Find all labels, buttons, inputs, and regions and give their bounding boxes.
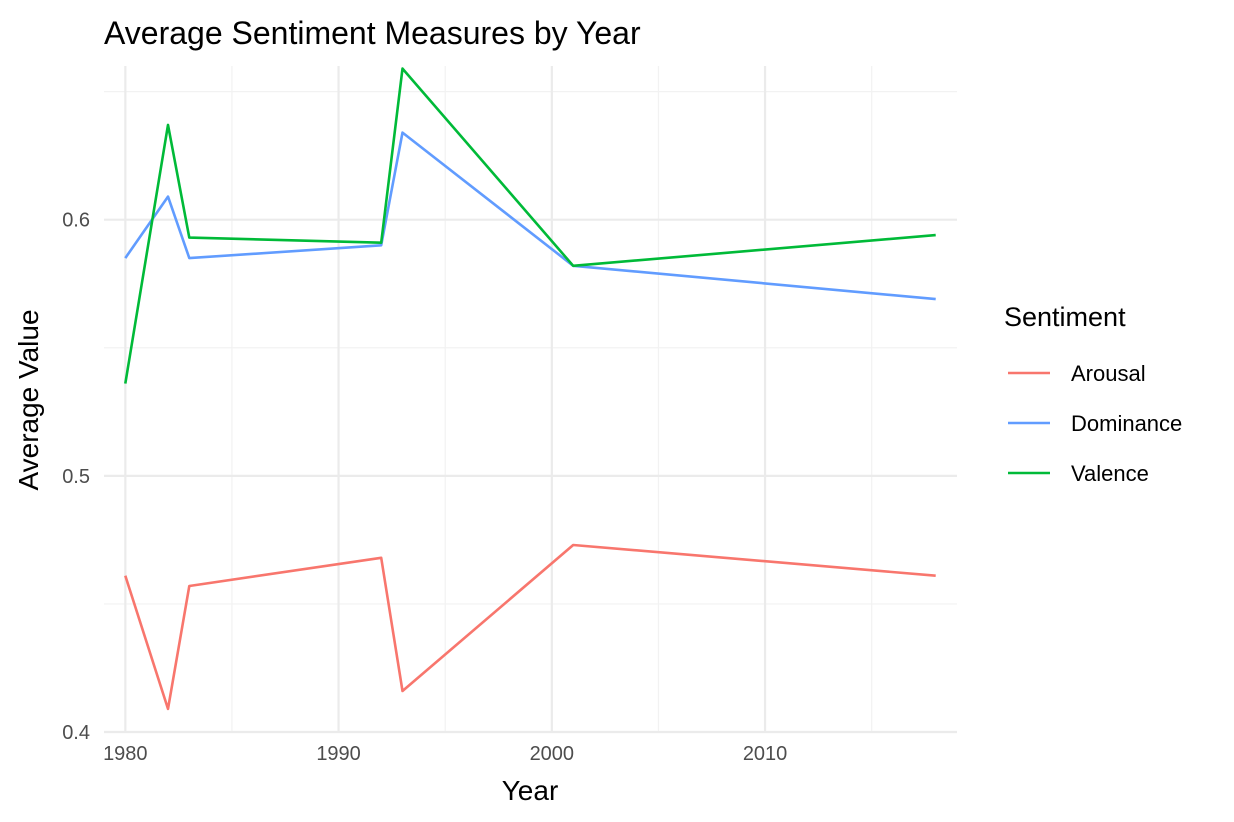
y-tick-label: 0.4 xyxy=(62,722,90,744)
x-axis-ticks: 1980 1990 2000 2010 xyxy=(103,743,787,765)
legend-title: Sentiment xyxy=(1004,302,1126,332)
x-tick-label: 1990 xyxy=(316,743,361,765)
series-line-arousal xyxy=(124,543,936,711)
legend-label-dominance: Dominance xyxy=(1071,411,1182,436)
x-tick-label: 2010 xyxy=(743,743,788,765)
legend-label-arousal: Arousal xyxy=(1071,361,1146,386)
legend-label-valence: Valence xyxy=(1071,461,1149,486)
series-line-valence xyxy=(124,67,936,384)
series-lines xyxy=(124,67,936,711)
y-axis-title: Average Value xyxy=(13,309,44,490)
minor-gridlines xyxy=(104,66,957,732)
y-tick-label: 0.6 xyxy=(62,210,90,232)
x-axis-title: Year xyxy=(502,775,559,806)
major-gridlines xyxy=(104,66,957,734)
chart-title: Average Sentiment Measures by Year xyxy=(104,15,641,51)
x-tick-label: 1980 xyxy=(103,743,148,765)
plot-area xyxy=(104,66,957,734)
legend: Sentiment Arousal Dominance Valence xyxy=(1004,302,1182,486)
legend-items: Arousal Dominance Valence xyxy=(1008,361,1182,486)
y-axis-ticks: 0.4 0.5 0.6 xyxy=(62,210,90,744)
y-tick-label: 0.5 xyxy=(62,466,90,488)
x-tick-label: 2000 xyxy=(530,743,575,765)
